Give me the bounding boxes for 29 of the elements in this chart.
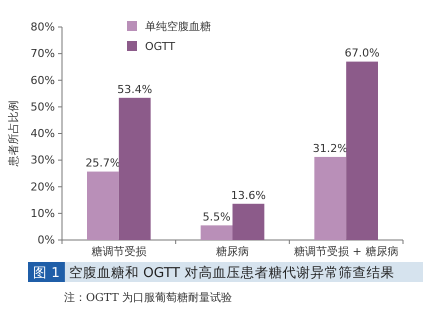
- bar: [346, 62, 378, 240]
- y-tick-label: 60%: [30, 74, 55, 87]
- text: 注：OGTT 为口服葡萄糖耐量试验: [64, 291, 232, 304]
- y-tick-label: 50%: [30, 100, 55, 114]
- y-tick-label: 10%: [30, 206, 55, 220]
- y-tick-label: 30%: [30, 154, 55, 167]
- legend-label: 单纯空腹血糖: [145, 20, 211, 33]
- y-axis-title: 患者所占比例: [7, 100, 20, 168]
- bar: [314, 156, 346, 240]
- y-tick-label: 80%: [30, 20, 55, 34]
- text: 67.0%: [344, 46, 380, 60]
- x-tick-label: 糖调节受损: [91, 245, 146, 258]
- bar: [232, 204, 264, 240]
- text: 53.4%: [117, 82, 152, 96]
- bar: [87, 172, 119, 240]
- y-tick-label: 70%: [30, 47, 55, 60]
- text: 25.7%: [85, 156, 120, 170]
- y-tick-label: 40%: [30, 127, 55, 140]
- text: 13.6%: [230, 188, 266, 202]
- legend-label: OGTT: [145, 40, 176, 53]
- bar: [118, 98, 151, 240]
- bar: [200, 225, 232, 240]
- text: 31.2%: [312, 142, 348, 155]
- y-tick-label: 0%: [38, 234, 55, 247]
- text: 5.5%: [202, 210, 231, 224]
- y-tick-label: 20%: [30, 180, 55, 194]
- x-tick-label: 糖调节受损 + 糖尿病: [294, 245, 398, 258]
- x-tick-label: 糖尿病: [216, 245, 249, 258]
- text: 图 1 空腹血糖和 OGTT 对高血压患者糖代谢异常筛查结果: [33, 265, 394, 281]
